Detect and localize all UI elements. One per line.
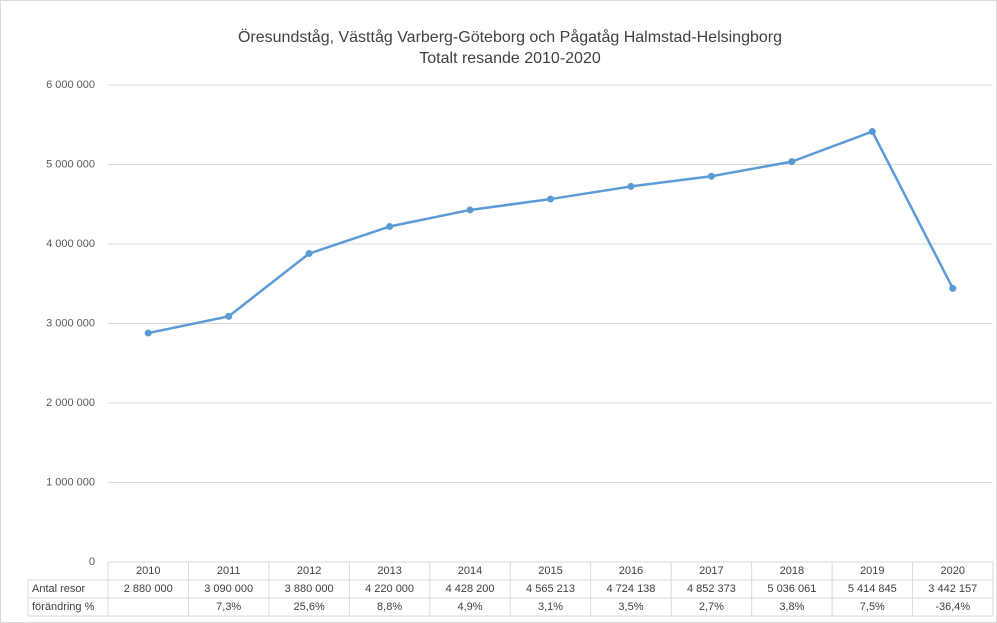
change-label: -36,4% — [935, 601, 970, 613]
data-label: 3 442 157 — [928, 583, 977, 595]
chart-title: Öresundståg, Västtåg Varberg-Göteborg oc… — [238, 28, 782, 46]
y-tick-label: 5 000 000 — [46, 158, 95, 170]
change-label: 7,5% — [860, 601, 885, 613]
change-label: 3,8% — [779, 601, 804, 613]
x-tick-label: 2015 — [538, 565, 562, 577]
chart-subtitle: Totalt resande 2010-2020 — [419, 50, 601, 67]
x-tick-label: 2017 — [699, 565, 723, 577]
data-label: 2 880 000 — [124, 583, 173, 595]
y-tick-label: 4 000 000 — [46, 238, 95, 250]
point — [707, 172, 715, 180]
change-label: 2,7% — [699, 601, 724, 613]
point — [788, 158, 796, 166]
y-tick-label: 6 000 000 — [46, 79, 95, 91]
data-label: 5 414 845 — [848, 583, 897, 595]
point — [305, 250, 313, 258]
row-header: förändring % — [32, 601, 95, 613]
x-tick-label: 2010 — [136, 565, 160, 577]
change-label: 3,1% — [538, 601, 563, 613]
x-tick-label: 2011 — [217, 565, 241, 577]
point — [949, 284, 957, 292]
change-label: 25,6% — [294, 601, 325, 613]
y-tick-label: 0 — [89, 556, 95, 568]
data-label: 3 880 000 — [285, 583, 334, 595]
y-tick-label: 2 000 000 — [46, 397, 95, 409]
change-label: 3,5% — [618, 601, 643, 613]
data-label: 4 852 373 — [687, 583, 736, 595]
data-label: 4 428 200 — [446, 583, 495, 595]
change-label: 7,3% — [216, 601, 241, 613]
point — [225, 312, 233, 320]
row-header: Antal resor — [32, 583, 86, 595]
x-tick-label: 2012 — [297, 565, 321, 577]
y-tick-label: 1 000 000 — [46, 476, 95, 488]
data-label: 4 565 213 — [526, 583, 575, 595]
data-label: 4 724 138 — [606, 583, 655, 595]
data-label: 3 090 000 — [204, 583, 253, 595]
x-tick-label: 2018 — [780, 565, 804, 577]
x-tick-label: 2014 — [458, 565, 482, 577]
x-tick-label: 2020 — [941, 565, 965, 577]
x-tick-label: 2019 — [860, 565, 884, 577]
change-label: 4,9% — [458, 601, 483, 613]
point — [547, 195, 554, 203]
point — [868, 128, 876, 136]
point — [627, 182, 635, 190]
point — [144, 329, 152, 337]
x-tick-label: 2016 — [619, 565, 643, 577]
data-label: 5 036 061 — [767, 583, 816, 595]
x-tick-label: 2013 — [377, 565, 401, 577]
y-tick-label: 3 000 000 — [46, 317, 95, 329]
data-label: 4 220 000 — [365, 583, 414, 595]
point — [466, 206, 474, 214]
change-label: 8,8% — [377, 601, 402, 613]
point — [386, 223, 394, 231]
